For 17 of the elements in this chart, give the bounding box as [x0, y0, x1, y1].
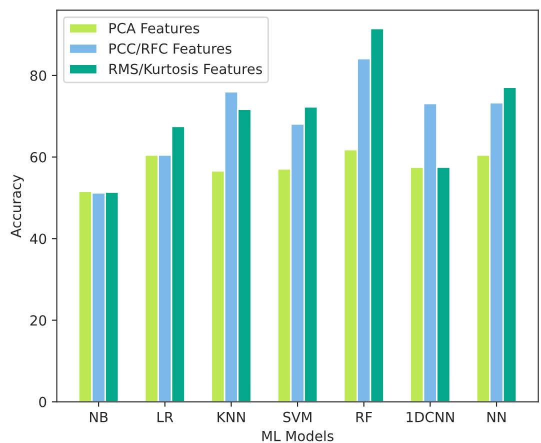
x-tick-label: RF: [356, 412, 372, 422]
y-tick-label: 60: [30, 152, 46, 163]
x-tick-label: KNN: [218, 412, 245, 422]
y-tick-label: 80: [30, 70, 46, 81]
x-axis-title: ML Models: [262, 430, 334, 442]
y-tick-label: 0: [39, 396, 46, 408]
x-tick-label: LR: [158, 412, 174, 422]
y-tick-label: 20: [30, 315, 46, 326]
legend-label: RMS/Kurtosis Features: [110, 63, 262, 76]
x-tick-label: NN: [487, 412, 506, 422]
x-tick-label: 1DCNN: [406, 412, 454, 422]
y-axis-title: Accuracy: [10, 174, 24, 238]
x-tick-label: SVM: [283, 412, 312, 422]
legend-label: PCA Features: [110, 22, 200, 34]
y-tick-label: 40: [30, 234, 46, 244]
x-tick-label: NB: [90, 412, 108, 422]
legend-label: PCC/RFC Features: [110, 43, 232, 55]
